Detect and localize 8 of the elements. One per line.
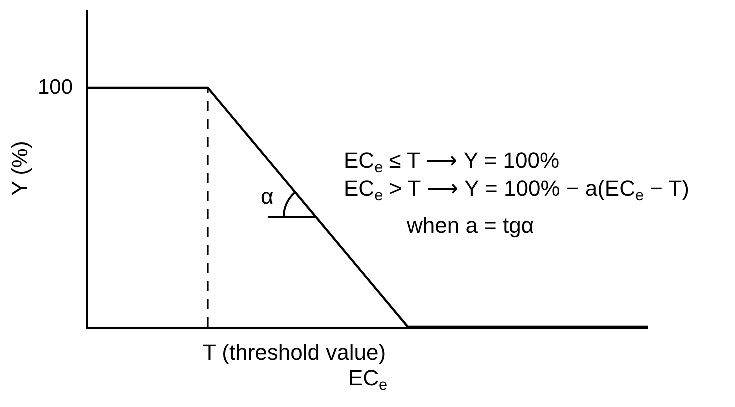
annotation: when a = tgα [407,213,534,238]
angle-label: α [261,184,274,209]
annotation: EC$_{e}$ > T ⟶ Y = 100% − a(EC$_{e}$ − T) [344,176,690,205]
text: EC$_{e}$ [348,365,388,394]
threshold-label: T (threshold value) [203,340,386,365]
y-axis-label: 100 [38,76,74,99]
y-axis-title: Y (%) [7,141,32,196]
annotation: EC$_{e}$ ≤ T ⟶ Y = 100% [344,148,560,177]
